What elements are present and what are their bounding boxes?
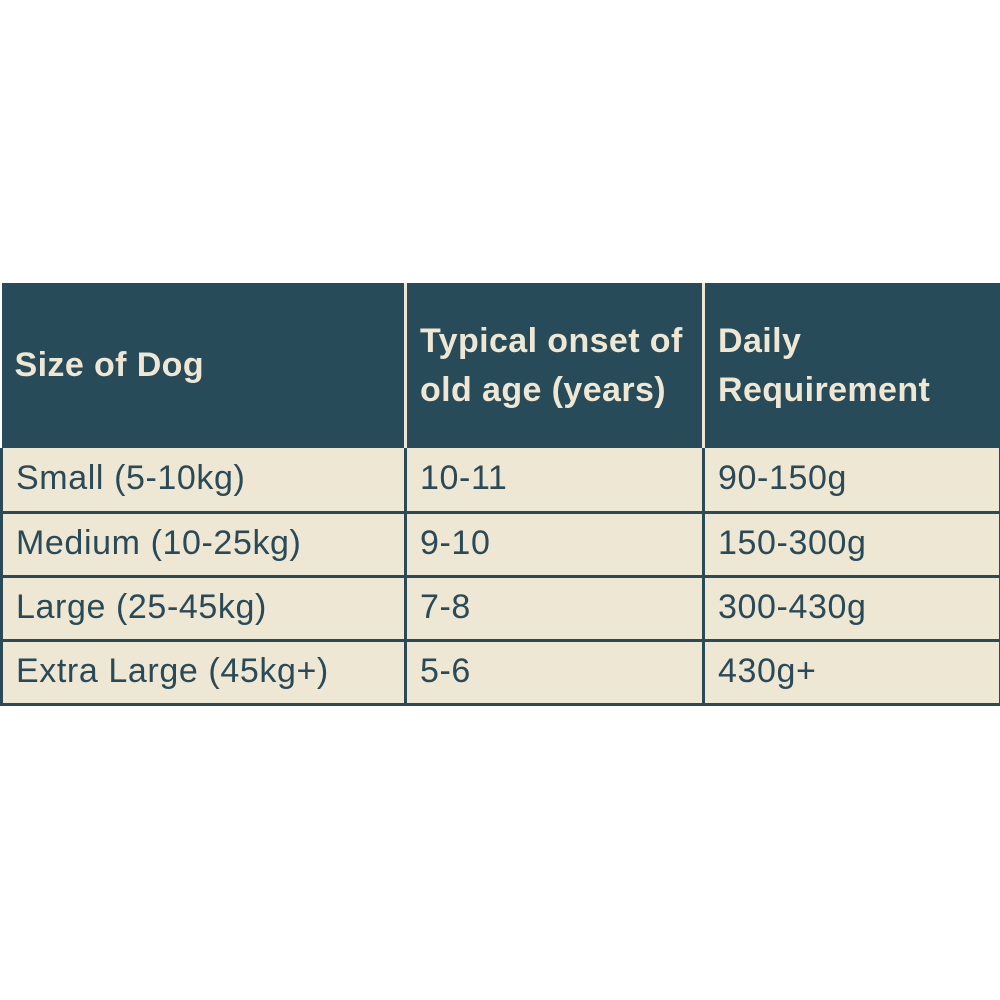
cell-onset-age: 7-8 xyxy=(404,574,705,642)
cell-daily-requirement: 300-430g xyxy=(702,574,1000,642)
cell-daily-requirement: 90-150g xyxy=(702,448,1000,514)
header-cell-size-of-dog: Size of Dog xyxy=(1,283,406,448)
cell-dog-size: Extra Large (45kg+) xyxy=(0,638,407,706)
header-cell-daily-requirement: Daily Requirement xyxy=(702,283,1000,448)
cell-onset-age: 5-6 xyxy=(404,638,705,706)
cell-dog-size: Large (25-45kg) xyxy=(0,574,407,642)
header-row: Size of Dog Typical onset of old age (ye… xyxy=(1,283,1000,448)
cell-dog-size: Small (5-10kg) xyxy=(0,448,407,514)
table-row: Medium (10-25kg) 9-10 150-300g xyxy=(0,510,1000,578)
table-row: Large (25-45kg) 7-8 300-430g xyxy=(0,574,1000,642)
table-body: Small (5-10kg) 10-11 90-150g Medium (10-… xyxy=(0,448,1000,706)
cell-daily-requirement: 150-300g xyxy=(702,510,1000,578)
table-header: Size of Dog Typical onset of old age (ye… xyxy=(1,283,1000,448)
cell-daily-requirement: 430g+ xyxy=(702,638,1000,706)
header-cell-onset-of-old-age: Typical onset of old age (years) xyxy=(404,283,704,448)
cell-onset-age: 9-10 xyxy=(404,510,705,578)
table-row: Small (5-10kg) 10-11 90-150g xyxy=(0,448,1000,514)
cell-dog-size: Medium (10-25kg) xyxy=(0,510,407,578)
table-row: Extra Large (45kg+) 5-6 430g+ xyxy=(0,638,1000,706)
cell-onset-age: 10-11 xyxy=(404,448,705,514)
dog-feeding-table: Size of Dog Typical onset of old age (ye… xyxy=(0,283,1000,706)
dog-feeding-table-wrap: Size of Dog Typical onset of old age (ye… xyxy=(0,283,1000,706)
